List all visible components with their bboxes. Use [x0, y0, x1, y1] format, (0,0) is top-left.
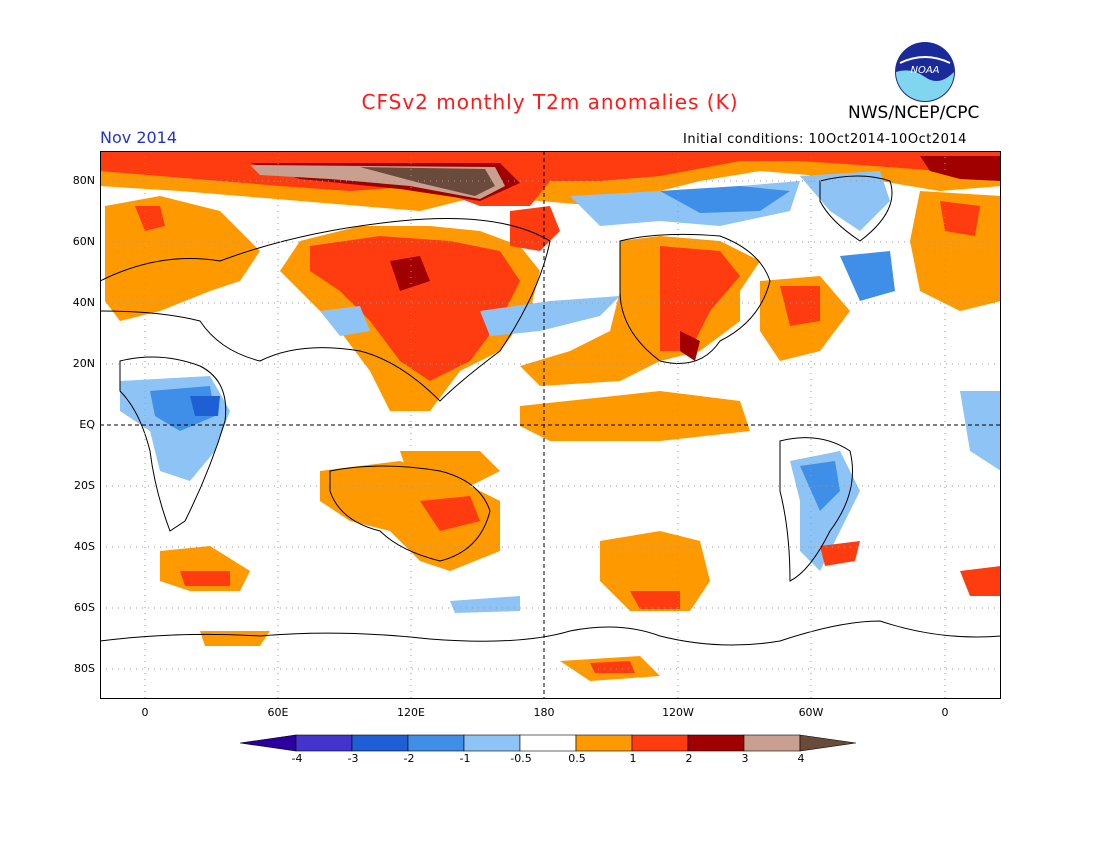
colorbar-cell [519, 734, 577, 752]
y-label-80s: 80S [74, 662, 95, 675]
organization-label: NWS/NCEP/CPC [848, 103, 980, 123]
colorbar-cell [240, 734, 297, 752]
x-label-60e: 60E [267, 706, 289, 719]
noaa-logo: NOAA [895, 42, 955, 102]
y-label-40n: 40N [72, 296, 95, 309]
anomaly-map [100, 151, 1001, 699]
colorbar-label: 4 [797, 752, 805, 765]
y-label-20n: 20N [72, 357, 95, 370]
colorbar-cell [575, 734, 633, 752]
colorbar-label: 2 [685, 752, 693, 765]
y-label-80n: 80N [72, 174, 95, 187]
anomaly-fields [100, 151, 1001, 681]
colorbar-cell [351, 734, 409, 752]
y-label-40s: 40S [74, 540, 95, 553]
x-label-120w: 120W [662, 706, 694, 719]
initial-conditions-label: Initial conditions: 10Oct2014-10Oct2014 [683, 132, 967, 147]
y-label-60s: 60S [74, 601, 95, 614]
colorbar [240, 734, 857, 752]
y-label-eq: EQ [79, 418, 95, 431]
colorbar-cell [743, 734, 801, 752]
chart-title: CFSv2 monthly T2m anomalies (K) [361, 90, 739, 114]
x-label-120e: 120E [397, 706, 425, 719]
colorbar-cell [463, 734, 521, 752]
colorbar-cell [687, 734, 745, 752]
x-label-0: 0 [141, 706, 149, 719]
x-label-0-east: 0 [941, 706, 949, 719]
colorbar-cell [631, 734, 689, 752]
colorbar-label: -1 [459, 752, 471, 765]
colorbar-label: -4 [291, 752, 303, 765]
forecast-month-label: Nov 2014 [100, 128, 178, 147]
grid-lines [100, 151, 1001, 699]
colorbar-cell [799, 734, 857, 752]
y-label-60n: 60N [72, 235, 95, 248]
x-label-180: 180 [533, 706, 555, 719]
map-frame [100, 151, 1001, 699]
colorbar-label: 1 [629, 752, 637, 765]
colorbar-label: 3 [741, 752, 749, 765]
colorbar-cell [407, 734, 465, 752]
colorbar-label: -2 [403, 752, 415, 765]
coastlines [100, 175, 1001, 646]
noaa-logo-text: NOAA [910, 65, 939, 76]
y-label-20s: 20S [74, 479, 95, 492]
colorbar-cell [295, 734, 353, 752]
colorbar-label: 0.5 [568, 752, 586, 765]
colorbar-label: -0.5 [510, 752, 532, 765]
colorbar-label: -3 [347, 752, 359, 765]
x-label-60w: 60W [798, 706, 824, 719]
